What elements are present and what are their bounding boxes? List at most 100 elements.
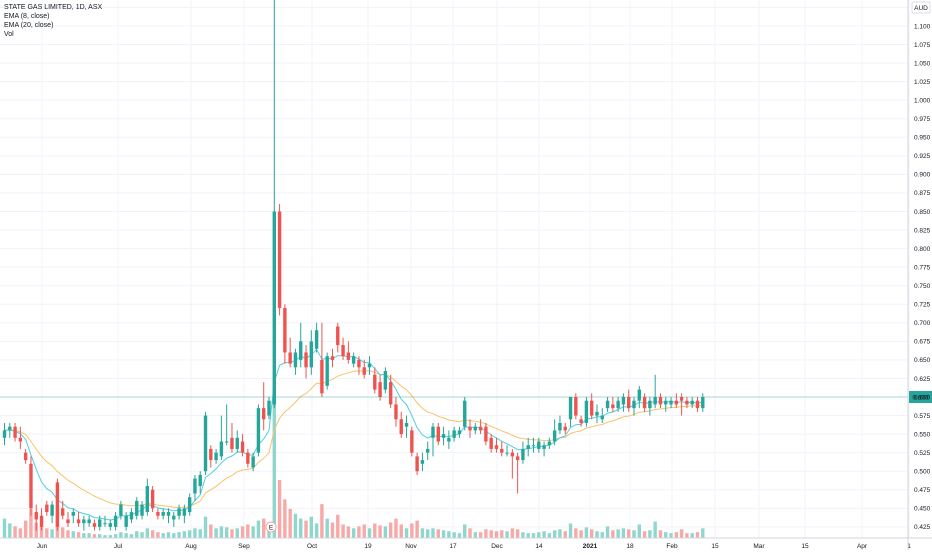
volume-bar	[50, 529, 54, 538]
x-tick-label: Jul	[114, 543, 123, 550]
volume-bar	[119, 532, 123, 538]
candle-body	[124, 515, 128, 527]
candle-body	[595, 411, 599, 416]
candle-body	[187, 497, 192, 513]
x-tick-label: Aug	[185, 543, 197, 550]
volume-bar	[505, 531, 509, 538]
candle-body	[473, 426, 478, 431]
y-tick-label: 0.725	[914, 302, 931, 309]
candle-body	[526, 445, 530, 449]
candle-body	[320, 359, 324, 394]
volume-bar	[542, 531, 546, 538]
x-tick-label: 14	[535, 543, 543, 550]
candle-body	[336, 326, 340, 346]
x-tick-label: 19	[364, 543, 372, 550]
volume-bar	[219, 526, 224, 538]
candle-body	[230, 437, 234, 449]
candle-body	[150, 489, 155, 509]
candle-body	[235, 437, 239, 449]
volume-bar	[214, 528, 218, 538]
x-tick-label: 15	[801, 543, 809, 550]
candle-body	[558, 422, 562, 431]
candle-body	[166, 512, 171, 516]
volume-bar	[399, 524, 403, 538]
volume-bar	[209, 524, 213, 538]
candle-body	[214, 452, 218, 461]
volume-layer	[2, 388, 705, 538]
volume-bar	[690, 533, 694, 538]
volume-bar	[489, 530, 493, 538]
volume-bar	[325, 518, 329, 538]
volume-bar	[45, 528, 49, 538]
candle-body	[219, 441, 224, 457]
volume-bar	[457, 533, 462, 538]
candle-body	[537, 441, 541, 449]
candle-body	[373, 374, 377, 390]
candle-body	[29, 463, 33, 509]
volume-bar	[473, 532, 478, 538]
volume-bar	[478, 532, 483, 538]
volume-bar	[76, 532, 81, 538]
candle-body	[177, 508, 181, 516]
candle-body	[447, 437, 451, 442]
volume-bar	[595, 531, 599, 538]
volume-bar	[166, 532, 171, 538]
candle-body	[71, 512, 75, 516]
x-tick-label: Dec	[491, 543, 503, 550]
earnings-icon	[265, 521, 277, 533]
ema20-line	[4, 369, 703, 508]
volume-bar	[373, 523, 377, 538]
candle-body	[542, 445, 546, 449]
candle-body	[161, 512, 165, 516]
candle-body	[457, 430, 462, 435]
volume-bar	[230, 529, 234, 538]
y-tick-label: 0.475	[914, 487, 931, 494]
volume-bar	[182, 531, 187, 538]
candle-body	[113, 515, 118, 527]
candle-body	[367, 363, 372, 368]
volume-bar	[8, 523, 12, 538]
candle-body	[378, 382, 382, 398]
volume-bar	[156, 532, 160, 538]
candle-body	[92, 523, 97, 527]
volume-bar	[82, 533, 86, 538]
candle-body	[45, 504, 49, 513]
ema20-layer	[4, 369, 703, 508]
candle-body	[262, 408, 266, 420]
y-tick-label: 0.800	[914, 246, 931, 253]
volume-bar	[277, 479, 282, 538]
volume-bar	[145, 528, 150, 538]
candle-body	[505, 452, 509, 454]
candle-body	[135, 500, 139, 516]
volume-bar	[98, 534, 102, 538]
candle-body	[325, 356, 329, 386]
candle-body	[198, 474, 202, 487]
candle-body	[658, 397, 663, 405]
last-price-label: 0.600	[912, 395, 929, 402]
candle-body	[66, 519, 70, 524]
candle-body	[478, 426, 483, 431]
y-tick-label: 1.000	[914, 97, 931, 104]
y-tick-label: 0.650	[914, 357, 931, 364]
volume-bar	[436, 529, 440, 538]
volume-bar	[600, 532, 604, 538]
volume-bar	[494, 531, 499, 538]
volume-bar	[367, 528, 372, 538]
candle-body	[357, 359, 361, 368]
candle-body	[103, 523, 107, 525]
candle-body	[431, 426, 435, 438]
y-tick-label: 1.075	[914, 42, 931, 49]
candle-body	[420, 460, 425, 464]
candle-body	[309, 341, 314, 368]
candle-body	[2, 430, 7, 438]
volume-bar	[611, 530, 615, 538]
y-tick-label: 0.775	[914, 264, 931, 271]
volume-bar	[664, 532, 668, 538]
candle-body	[203, 415, 208, 472]
candle-body	[119, 504, 123, 516]
volume-bar	[558, 529, 562, 538]
candle-body	[468, 426, 472, 431]
volume-bar	[272, 388, 276, 538]
volume-bar	[2, 518, 7, 538]
